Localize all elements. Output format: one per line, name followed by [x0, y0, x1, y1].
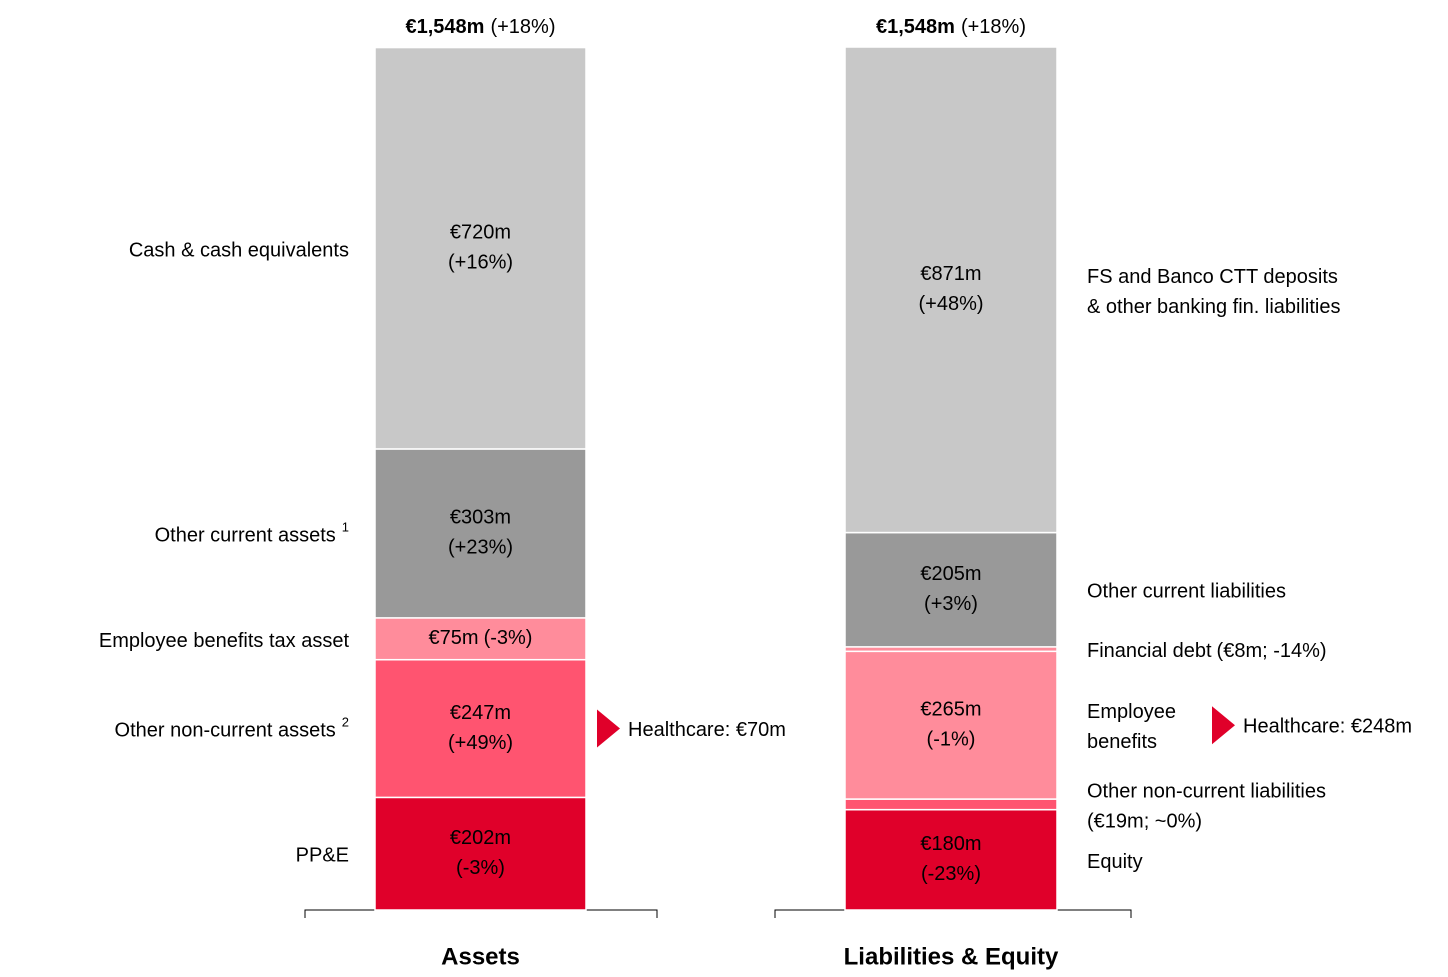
- segment-name: Other current assets 1: [155, 520, 349, 547]
- segment-name: PP&E: [296, 845, 349, 867]
- name-line: Other non-current liabilities: [1087, 781, 1326, 803]
- name-line: benefits: [1087, 731, 1157, 753]
- change-label: (-1%): [927, 728, 976, 750]
- segment-name: Employee benefits tax asset: [99, 630, 350, 652]
- value-label: €720m: [450, 222, 511, 244]
- segment-name-text: Cash & cash equivalents: [129, 240, 349, 262]
- name-line: Financial debt: [1087, 640, 1212, 662]
- segment-name: Employee benefits: [1087, 701, 1176, 753]
- value-label: €202m: [450, 827, 511, 849]
- bar-segment: [374, 796, 587, 911]
- total-value: €1,548m: [876, 16, 955, 38]
- callout-arrow: [1212, 706, 1235, 745]
- segment-name-text: Employee benefits: [1087, 701, 1176, 753]
- change-label: (+23%): [448, 537, 513, 559]
- callout-label: Healthcare: €70m: [628, 719, 786, 741]
- change-label: (+16%): [448, 252, 513, 274]
- segment-name: Other non-current assets 2: [115, 715, 349, 742]
- bar-segment: [844, 531, 1058, 648]
- change-text: (-3%): [484, 627, 533, 649]
- category-bracket: [774, 909, 1132, 918]
- name-line: Employee benefits tax asset: [99, 630, 350, 652]
- segment-name-text: Financial debt: [1087, 640, 1212, 662]
- category-label: Assets: [441, 943, 520, 970]
- segment-name: Equity: [1087, 851, 1143, 873]
- total-label: €1,548m (+18%): [876, 16, 1026, 38]
- name-line: & other banking fin. liabilities: [1087, 296, 1340, 318]
- total-label: €1,548m (+18%): [406, 16, 556, 38]
- segment-name: Financial debt (€8m; -14%): [1087, 640, 1327, 662]
- total-change: (+18%): [490, 16, 555, 38]
- change-label: (-23%): [921, 863, 981, 885]
- bar-segment: [844, 808, 1058, 911]
- footnote: 1: [342, 520, 349, 535]
- total-value: €1,548m: [406, 16, 485, 38]
- segment-name-text: Other non-current liabilities: [1087, 781, 1326, 803]
- value-text: €75m: [429, 627, 479, 649]
- segment-name-text: Other current assets: [155, 525, 336, 547]
- change-label: (+48%): [918, 293, 983, 315]
- value-label: €265m: [920, 698, 981, 720]
- name-line: Equity: [1087, 851, 1143, 873]
- value-label: €205m: [920, 563, 981, 585]
- segment-name-text: PP&E: [296, 845, 349, 867]
- bar-segment: [844, 650, 1058, 800]
- value-label: €303m: [450, 507, 511, 529]
- value-label: €871m: [920, 263, 981, 285]
- segment-name-text: Other current liabilities: [1087, 581, 1286, 603]
- bar-segment: [374, 658, 587, 799]
- name-line: Other current liabilities: [1087, 581, 1286, 603]
- footnote: 2: [342, 715, 349, 730]
- value-label: €180m: [920, 833, 981, 855]
- name-line: FS and Banco CTT deposits: [1087, 266, 1338, 288]
- value-label: €75m (-3%): [429, 627, 533, 649]
- change-label: (+3%): [924, 593, 978, 615]
- segment-name: Other non-current liabilities (€19m; ~0%): [1087, 781, 1326, 833]
- category-label: Liabilities & Equity: [844, 943, 1059, 970]
- segment-name-text: Equity: [1087, 851, 1143, 873]
- name-line: Other current assets: [155, 525, 336, 547]
- category-bracket: [304, 909, 658, 918]
- segment-name-text: FS and Banco CTT deposits & other banking…: [1087, 266, 1340, 318]
- name-line: PP&E: [296, 845, 349, 867]
- callout-arrow: [597, 709, 620, 748]
- name-line: Employee: [1087, 701, 1176, 723]
- value-label: (€8m; -14%): [1217, 640, 1327, 662]
- change-label: (-3%): [456, 857, 505, 879]
- total-change: (+18%): [961, 16, 1026, 38]
- name-line: Cash & cash equivalents: [129, 240, 349, 262]
- name-line: Other non-current assets: [115, 720, 336, 742]
- segment-name: Other current liabilities: [1087, 581, 1286, 603]
- segment-name-text: Other non-current assets: [115, 720, 336, 742]
- callout-label: Healthcare: €248m: [1243, 715, 1412, 737]
- value-label: (€19m; ~0%): [1087, 811, 1202, 833]
- bar-segment: [374, 46, 587, 450]
- segment-name: Cash & cash equivalents: [129, 240, 349, 262]
- value-label: €247m: [450, 702, 511, 724]
- bar-segment: [374, 617, 587, 661]
- bar-segment: [844, 46, 1058, 534]
- bar-segment: [374, 448, 587, 619]
- segment-name: FS and Banco CTT deposits & other banking…: [1087, 266, 1340, 318]
- segment-name-text: Employee benefits tax asset: [99, 630, 350, 652]
- change-label: (+49%): [448, 732, 513, 754]
- bar-segment: [844, 798, 1058, 811]
